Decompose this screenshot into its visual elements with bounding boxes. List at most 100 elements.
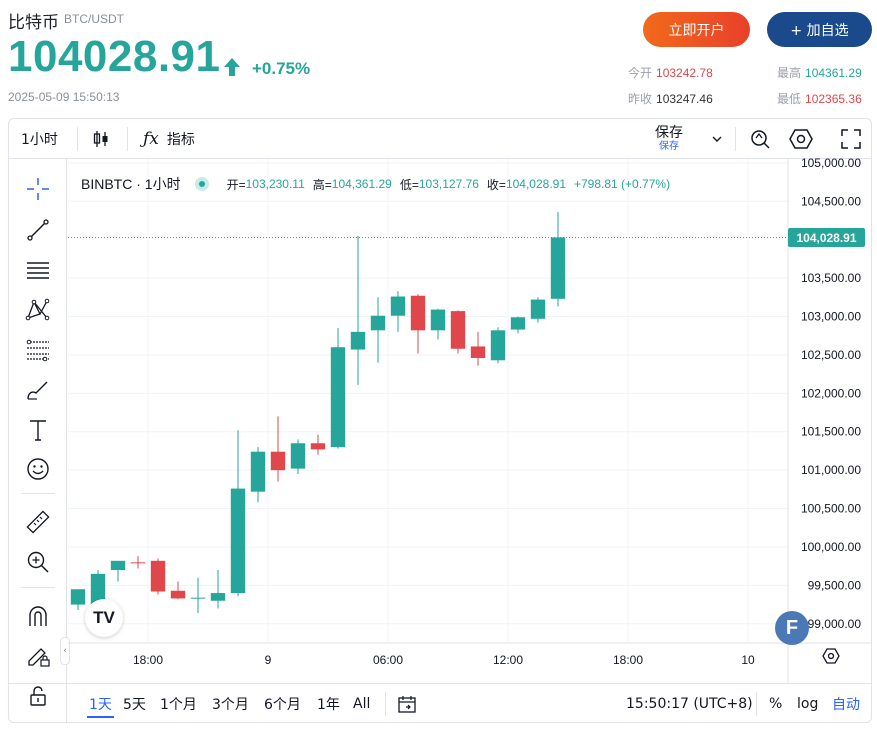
add-watchlist-button[interactable]: + 加自选 bbox=[767, 12, 872, 47]
range-3m[interactable]: 3个月 bbox=[212, 697, 249, 713]
percent-toggle[interactable]: % bbox=[769, 696, 783, 712]
y-tick-label: 103,500.00 bbox=[801, 271, 861, 285]
candle-body bbox=[370, 315, 386, 331]
horizontal-lines-icon[interactable] bbox=[23, 255, 53, 285]
stat-value: 102365.36 bbox=[805, 92, 862, 106]
goto-date-icon[interactable] bbox=[397, 684, 417, 722]
brush-icon[interactable] bbox=[23, 375, 53, 405]
toolbar-divider bbox=[735, 127, 736, 151]
log-toggle[interactable]: log bbox=[797, 696, 819, 712]
x-tick-label: 9 bbox=[265, 653, 272, 667]
toolbar-divider bbox=[21, 493, 55, 494]
open-account-button[interactable]: 立即开户 bbox=[643, 12, 750, 47]
asset-pair: BTC/USDT bbox=[64, 12, 124, 26]
range-all[interactable]: All bbox=[353, 696, 371, 712]
collapse-toolbar-button[interactable]: ‹ bbox=[60, 637, 70, 665]
candle-type-icon[interactable] bbox=[91, 119, 111, 159]
asset-name: 比特币 bbox=[8, 13, 59, 33]
fib-retracement-icon[interactable] bbox=[23, 335, 53, 365]
last-price-label: 104,028.91 bbox=[788, 228, 865, 247]
range-1y[interactable]: 1年 bbox=[317, 697, 340, 713]
text-tool-icon[interactable] bbox=[23, 415, 53, 445]
toolbar-divider bbox=[21, 587, 55, 588]
clock-timezone[interactable]: 15:50:17 (UTC+8) bbox=[626, 696, 753, 712]
chart-legend: BINBTC · 1小时 开= 103,230.11 高= 104,361.29 低… bbox=[81, 174, 678, 194]
candle-body bbox=[70, 589, 86, 605]
x-tick-label: 18:00 bbox=[613, 653, 643, 667]
tradingview-logo[interactable]: TV bbox=[85, 599, 123, 637]
indicators-label: 指标 bbox=[166, 132, 195, 148]
price-change: +0.75% bbox=[252, 59, 311, 78]
crosshair-icon[interactable] bbox=[23, 174, 53, 204]
x-tick-label: 18:00 bbox=[133, 653, 163, 667]
x-tick-label: 06:00 bbox=[373, 653, 403, 667]
axis-settings-icon[interactable] bbox=[822, 648, 840, 664]
save-sublabel: 保存 bbox=[659, 141, 679, 153]
magnet-icon[interactable] bbox=[23, 601, 53, 631]
candle-body bbox=[510, 317, 526, 330]
candle-body bbox=[410, 295, 426, 331]
x-tick-label: 12:00 bbox=[493, 653, 523, 667]
legend-open-value: 103,230.11 bbox=[245, 177, 305, 191]
candle-body bbox=[230, 488, 246, 594]
y-tick-label: 100,000.00 bbox=[801, 540, 861, 554]
range-5d[interactable]: 5天 bbox=[123, 697, 146, 713]
candle-body bbox=[390, 296, 406, 316]
y-tick-label: 99,000.00 bbox=[808, 617, 862, 631]
legend-high-value: 104,361.29 bbox=[331, 177, 392, 191]
settings-icon[interactable] bbox=[789, 119, 813, 159]
candle-body bbox=[270, 451, 286, 471]
stat-value: 103242.78 bbox=[656, 66, 713, 80]
fx-icon: ƒx bbox=[143, 129, 159, 149]
stat-today-open: 今开 103242.78 bbox=[628, 64, 713, 81]
quick-search-icon[interactable] bbox=[749, 119, 771, 159]
unlock-icon[interactable] bbox=[23, 681, 53, 711]
chart-toolbar: 1小时 ƒx 指标 保存 保存 bbox=[9, 119, 871, 159]
stat-label: 今开 bbox=[628, 66, 653, 80]
y-tick-label: 102,000.00 bbox=[801, 386, 861, 400]
legend-low-value: 103,127.76 bbox=[418, 177, 479, 191]
candle-body bbox=[450, 311, 466, 349]
range-1d[interactable]: 1天 bbox=[87, 684, 114, 722]
y-tick-label: 103,000.00 bbox=[801, 309, 861, 323]
pattern-icon[interactable] bbox=[23, 295, 53, 325]
toolbar-divider bbox=[756, 692, 757, 716]
zoom-icon[interactable] bbox=[23, 547, 53, 577]
candle-body bbox=[290, 443, 306, 469]
y-tick-label: 100,500.00 bbox=[801, 502, 861, 516]
drawing-toolbar bbox=[9, 159, 67, 722]
stat-low: 最低 102365.36 bbox=[777, 90, 862, 107]
indicators-button[interactable]: ƒx 指标 bbox=[143, 119, 195, 159]
ruler-icon[interactable] bbox=[23, 507, 53, 537]
candle-body bbox=[110, 560, 126, 571]
auto-scale-toggle[interactable]: 自动 bbox=[832, 697, 860, 713]
stat-value: 104361.29 bbox=[805, 66, 862, 80]
toolbar-divider bbox=[127, 127, 128, 151]
legend-close-key: 收= bbox=[486, 177, 506, 192]
emoji-icon[interactable] bbox=[23, 454, 53, 484]
y-tick-label: 105,000.00 bbox=[801, 156, 861, 170]
stat-label: 昨收 bbox=[628, 92, 653, 106]
candlestick-chart[interactable]: 99,000.00 99,500.00 100,000.00 100,500.00 10… bbox=[9, 119, 871, 683]
lock-drawing-icon[interactable] bbox=[23, 641, 53, 671]
save-button[interactable]: 保存 保存 bbox=[655, 119, 683, 159]
y-tick-label: 102,500.00 bbox=[801, 348, 861, 362]
stat-label: 最低 bbox=[777, 92, 802, 106]
candle-body bbox=[470, 346, 486, 358]
range-6m[interactable]: 6个月 bbox=[264, 697, 301, 713]
toolbar-divider bbox=[77, 127, 78, 151]
interval-selector[interactable]: 1小时 bbox=[21, 132, 58, 148]
save-label: 保存 bbox=[655, 124, 683, 141]
chevron-down-icon[interactable] bbox=[712, 119, 722, 159]
fullscreen-icon[interactable] bbox=[841, 119, 861, 159]
trend-line-icon[interactable] bbox=[23, 215, 53, 245]
toolbar-divider bbox=[385, 692, 386, 716]
candle-body bbox=[550, 237, 566, 299]
candle-body bbox=[350, 331, 366, 350]
candle-body bbox=[430, 309, 446, 331]
range-1m[interactable]: 1个月 bbox=[160, 697, 197, 713]
candle-body bbox=[310, 443, 326, 450]
candle-body bbox=[130, 562, 146, 564]
stat-value: 103247.46 bbox=[656, 92, 713, 106]
f-badge-icon[interactable]: F bbox=[775, 611, 809, 645]
